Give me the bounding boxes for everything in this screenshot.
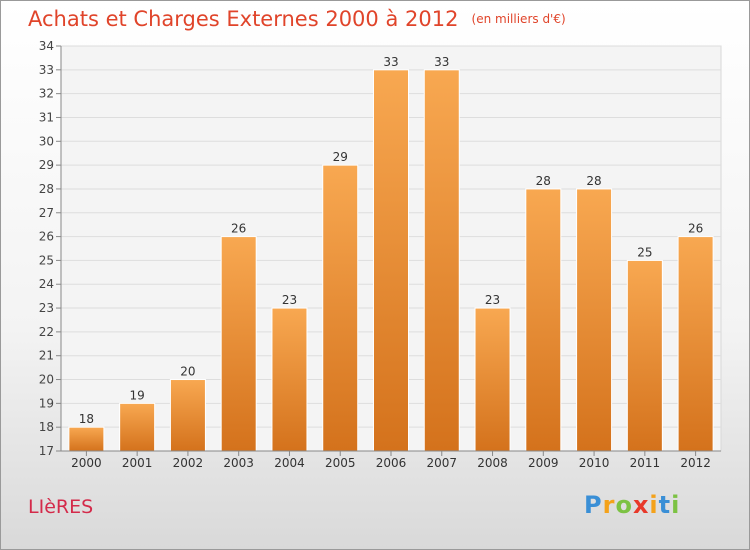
bar-value-label: 26 [688,222,703,236]
logo-letter: P [584,491,603,519]
x-tick-label: 2004 [274,456,305,470]
y-tick-label: 28 [39,182,54,196]
y-tick-label: 17 [39,444,54,458]
x-tick-label: 2012 [680,456,711,470]
bar-value-label: 25 [637,245,652,259]
bar [119,402,156,452]
bar [423,69,460,452]
bar-value-label: 33 [434,55,449,69]
x-tick-label: 2006 [376,456,407,470]
bar-value-label: 26 [231,222,246,236]
y-tick-label: 33 [39,63,54,77]
x-tick-label: 2008 [477,456,508,470]
x-tick-label: 2002 [173,456,204,470]
y-axis-ticks: 17 18 19 20 21 22 23 24 25 26 27 28 29 30 31 32 33 34 [39,39,62,458]
y-tick-label: 24 [39,277,54,291]
bar-value-label: 20 [180,365,195,379]
logo-letter: i [671,491,681,519]
bar-value-label: 19 [130,388,145,402]
logo-letter: t [658,491,672,519]
proxiti-logo[interactable]: Proxiti [584,491,680,519]
y-tick-label: 23 [39,301,54,315]
bars [68,69,714,452]
y-tick-label: 19 [39,396,54,410]
y-tick-label: 27 [39,206,54,220]
bar [474,307,511,452]
bar [576,188,613,452]
y-tick-label: 20 [39,373,54,387]
x-tick-label: 2001 [122,456,153,470]
logo-letter: o [615,491,633,519]
x-tick-label: 2007 [426,456,457,470]
y-tick-label: 25 [39,253,54,267]
chart-title: Achats et Charges Externes 2000 à 2012 [28,7,459,31]
bar-value-labels: 18 19 20 26 23 29 33 33 23 28 28 25 26 [79,55,704,426]
x-tick-label: 2011 [630,456,661,470]
bar [271,307,308,452]
y-tick-label: 29 [39,158,54,172]
y-tick-label: 30 [39,134,54,148]
y-tick-label: 22 [39,325,54,339]
commune-name: LIèRES [28,496,94,518]
y-tick-label: 21 [39,349,54,363]
y-tick-label: 31 [39,110,54,124]
bar-value-label: 28 [536,174,551,188]
bar [220,236,257,452]
y-tick-label: 26 [39,230,54,244]
title-row: Achats et Charges Externes 2000 à 2012 (… [28,7,566,31]
x-tick-label: 2000 [71,456,102,470]
x-tick-label: 2009 [528,456,559,470]
bar [373,69,409,452]
chart-subtitle: (en milliers d'€) [471,12,566,26]
x-tick-label: 2005 [325,456,356,470]
y-tick-label: 18 [39,420,54,434]
bar-value-label: 23 [282,293,297,307]
y-tick-label: 32 [39,87,54,101]
bar-value-label: 28 [586,174,601,188]
bar-value-label: 18 [79,412,94,426]
bar [322,164,359,452]
x-axis-ticks: 2000 2001 2002 2003 2004 2005 2006 2007 2008 2009… [61,450,721,470]
y-tick-label: 34 [39,39,54,53]
bar [525,188,562,452]
bar [626,259,663,452]
logo-letter: i [649,491,659,519]
logo-letter: r [602,491,616,519]
bar [68,426,105,452]
x-tick-label: 2010 [579,456,610,470]
logo-letter: x [632,491,650,519]
bar-value-label: 33 [383,55,398,69]
x-tick-label: 2003 [223,456,254,470]
bar-value-label: 29 [333,150,348,164]
bar [169,379,206,452]
bar-value-label: 23 [485,293,500,307]
bar [677,236,714,452]
